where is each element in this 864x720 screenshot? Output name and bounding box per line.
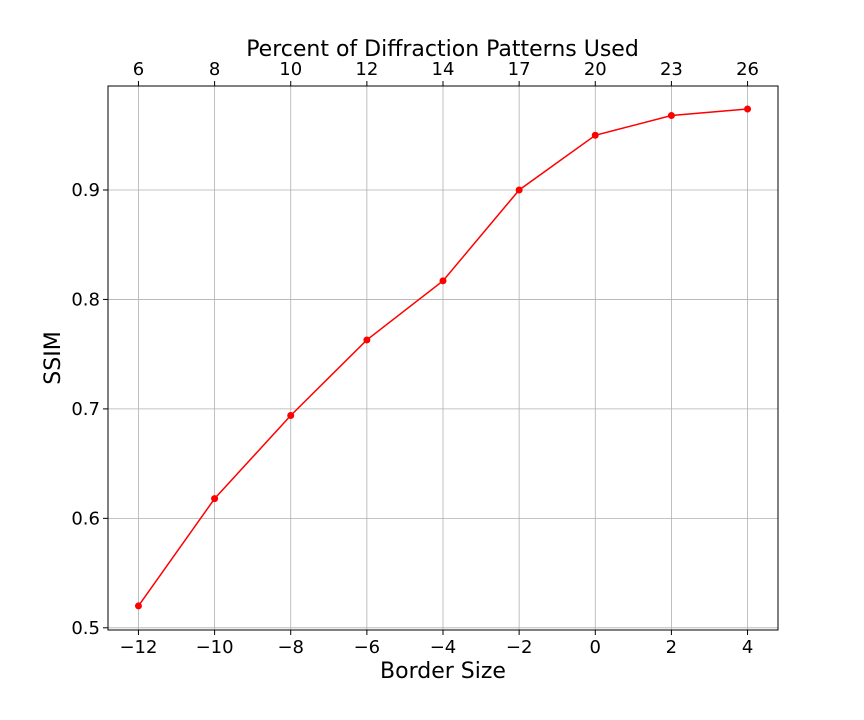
data-point xyxy=(515,186,523,194)
top-tick-label: 10 xyxy=(279,59,302,80)
x-tick-label: −2 xyxy=(506,637,533,658)
data-point xyxy=(134,602,142,610)
x-tick-label: −4 xyxy=(430,637,457,658)
top-tick-label: 8 xyxy=(209,59,220,80)
data-point xyxy=(211,495,219,503)
x-tick-label: −12 xyxy=(119,637,157,658)
y-tick-label: 0.5 xyxy=(71,618,100,639)
x-tick-label: 4 xyxy=(742,637,753,658)
data-point xyxy=(744,105,752,113)
top-tick-label: 12 xyxy=(355,59,378,80)
top-tick-label: 17 xyxy=(508,59,531,80)
top-axis-title: Percent of Diffraction Patterns Used xyxy=(246,37,639,62)
top-tick-label: 14 xyxy=(432,59,455,80)
series xyxy=(134,105,752,610)
y-tick-label: 0.9 xyxy=(71,180,100,201)
data-point xyxy=(591,131,599,139)
data-point xyxy=(667,112,675,120)
x-tick-label: −10 xyxy=(196,637,234,658)
x-tick-label: 0 xyxy=(590,637,601,658)
top-tick-label: 23 xyxy=(660,59,683,80)
top-tick-label: 6 xyxy=(133,59,144,80)
y-tick-label: 0.7 xyxy=(71,399,100,420)
x-tick-label: −6 xyxy=(354,637,381,658)
data-point xyxy=(363,336,371,344)
y-axis-label: SSIM xyxy=(41,331,66,384)
grid xyxy=(108,86,778,630)
top-tick-label: 26 xyxy=(736,59,759,80)
x-tick-label: 2 xyxy=(666,637,677,658)
data-point xyxy=(287,411,295,419)
y-tick-label: 0.6 xyxy=(71,508,100,529)
x-axis-label: Border Size xyxy=(380,659,506,684)
top-tick-label: 20 xyxy=(584,59,607,80)
data-point xyxy=(439,277,447,285)
y-tick-label: 0.8 xyxy=(71,289,100,310)
ticks: −12 6 −10 8 −8 10 −6 12 −4 14 −2 17 0 20 2 23 4 26 0.5 0.6 0… xyxy=(71,59,759,658)
x-tick-label: −8 xyxy=(277,637,304,658)
